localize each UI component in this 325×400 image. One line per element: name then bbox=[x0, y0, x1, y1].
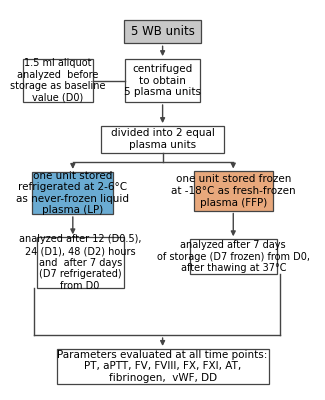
Text: 1.5 ml aliquot
analyzed  before
storage as baseline
value (D0): 1.5 ml aliquot analyzed before storage a… bbox=[10, 58, 106, 103]
FancyBboxPatch shape bbox=[190, 239, 277, 274]
FancyBboxPatch shape bbox=[193, 172, 273, 210]
Text: divided into 2 equal
plasma units: divided into 2 equal plasma units bbox=[111, 128, 214, 150]
FancyBboxPatch shape bbox=[37, 237, 124, 288]
Text: one unit stored
refrigerated at 2-6°C
as never-frozen liquid
plasma (LP): one unit stored refrigerated at 2-6°C as… bbox=[16, 170, 129, 215]
FancyBboxPatch shape bbox=[101, 126, 225, 153]
FancyBboxPatch shape bbox=[23, 59, 93, 102]
Text: one unit stored frozen
at -18°C as fresh-frozen
plasma (FFP): one unit stored frozen at -18°C as fresh… bbox=[171, 174, 295, 208]
Text: centrifuged
to obtain
5 plasma units: centrifuged to obtain 5 plasma units bbox=[124, 64, 201, 97]
FancyBboxPatch shape bbox=[124, 20, 201, 43]
FancyBboxPatch shape bbox=[32, 172, 113, 214]
FancyBboxPatch shape bbox=[57, 349, 268, 384]
Text: Parameters evaluated at all time points:
PT, aPTT, FV, FVIII, FX, FXI, AT,
fibri: Parameters evaluated at all time points:… bbox=[58, 350, 268, 383]
Text: 5 WB units: 5 WB units bbox=[131, 25, 195, 38]
Text: analyzed after 7 days
of storage (D7 frozen) from D0,
after thawing at 37°C: analyzed after 7 days of storage (D7 fro… bbox=[157, 240, 310, 273]
Text: analyzed after 12 (D0.5),
24 (D1), 48 (D2) hours
and  after 7 days
(D7 refrigera: analyzed after 12 (D0.5), 24 (D1), 48 (D… bbox=[19, 234, 141, 291]
FancyBboxPatch shape bbox=[125, 59, 200, 102]
